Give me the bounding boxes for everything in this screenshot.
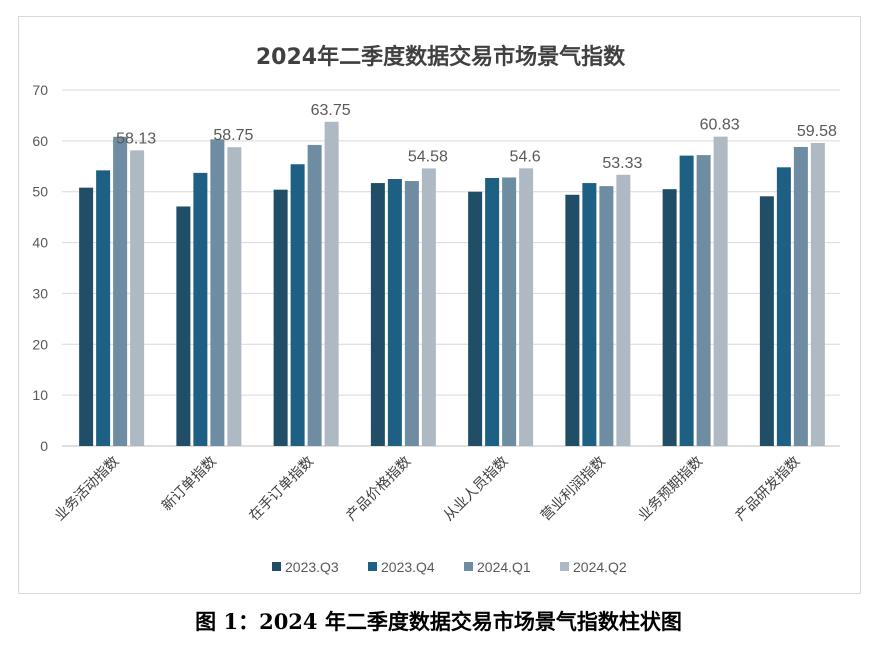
bars	[79, 121, 825, 447]
bar	[599, 186, 614, 446]
bar	[387, 179, 402, 446]
data-label: 58.75	[213, 127, 253, 144]
bar	[176, 206, 191, 446]
y-tick-label: 20	[32, 336, 48, 352]
data-label: 59.58	[797, 123, 837, 140]
x-category-label: 新订单指数	[159, 454, 220, 515]
x-category-label: 产品价格指数	[343, 454, 414, 525]
bar	[485, 177, 500, 447]
legend-label: 2023.Q4	[381, 559, 435, 575]
legend-swatch	[464, 562, 473, 571]
bar	[96, 170, 111, 446]
legend-label: 2024.Q1	[477, 559, 531, 575]
bar	[759, 196, 774, 446]
bar	[193, 172, 208, 446]
bar	[696, 155, 711, 446]
legend-swatch	[368, 562, 377, 571]
bar	[307, 144, 322, 446]
bar	[370, 183, 385, 446]
y-tick-label: 0	[40, 438, 48, 454]
bar	[679, 155, 694, 446]
y-tick-label: 30	[32, 285, 48, 301]
legend-label: 2024.Q2	[573, 559, 627, 575]
x-category-label: 产品研发指数	[732, 454, 803, 525]
bar	[324, 121, 339, 447]
data-label: 60.83	[700, 117, 740, 134]
chart-title: 2024年二季度数据交易市场景气指数	[255, 45, 626, 70]
data-label: 53.33	[602, 155, 642, 172]
bar	[290, 164, 305, 446]
bar	[227, 147, 242, 446]
data-label: 63.75	[311, 102, 351, 119]
legend-swatch	[560, 562, 569, 571]
data-label: 54.58	[408, 148, 448, 165]
bar	[130, 150, 145, 446]
bar	[502, 177, 517, 446]
bar	[662, 189, 677, 446]
bar	[210, 139, 225, 446]
x-axis-categories: 业务活动指数 新订单指数 在手订单指数 产品价格指数 从业人员指数 营业利润指数 业务预期指…	[52, 454, 803, 525]
bar	[616, 174, 631, 446]
x-category-label: 在手订单指数	[246, 454, 317, 525]
bar	[273, 189, 288, 446]
figure-caption: 图 1：2024 年二季度数据交易市场景气指数柱状图	[195, 609, 682, 634]
x-category-label: 业务预期指数	[635, 454, 706, 525]
data-label: 58.13	[116, 130, 156, 147]
x-category-label: 从业人员指数	[441, 454, 512, 525]
bar	[468, 191, 483, 446]
data-label: 54.6	[510, 148, 541, 165]
y-axis-ticks: 0 10 20 30 40 50 60 70	[32, 82, 48, 454]
bar	[404, 181, 419, 446]
bar	[79, 187, 94, 446]
bar	[793, 146, 808, 446]
x-category-label: 业务活动指数	[52, 454, 123, 525]
bar	[113, 136, 128, 446]
bar	[421, 168, 436, 447]
y-tick-label: 70	[32, 82, 48, 98]
bar	[810, 142, 825, 446]
bar	[582, 183, 597, 446]
bar	[519, 168, 534, 446]
bar	[776, 167, 791, 446]
bar	[713, 136, 728, 447]
y-tick-label: 10	[32, 387, 48, 403]
bar-chart: 0 10 20 30 40 50 60 70 58.13 58.75 63.75 54.58 54.6…	[32, 82, 840, 575]
x-category-label: 营业利润指数	[538, 454, 609, 525]
legend: 2023.Q3 2023.Q4 2024.Q1 2024.Q2	[272, 559, 627, 575]
legend-swatch	[272, 562, 281, 571]
legend-label: 2023.Q3	[285, 559, 339, 575]
bar	[565, 194, 580, 446]
y-tick-label: 50	[32, 184, 48, 200]
data-labels: 58.13 58.75 63.75 54.58 54.6 53.33 60.83 59.58	[116, 102, 837, 172]
y-tick-label: 40	[32, 235, 48, 251]
y-tick-label: 60	[32, 133, 48, 149]
